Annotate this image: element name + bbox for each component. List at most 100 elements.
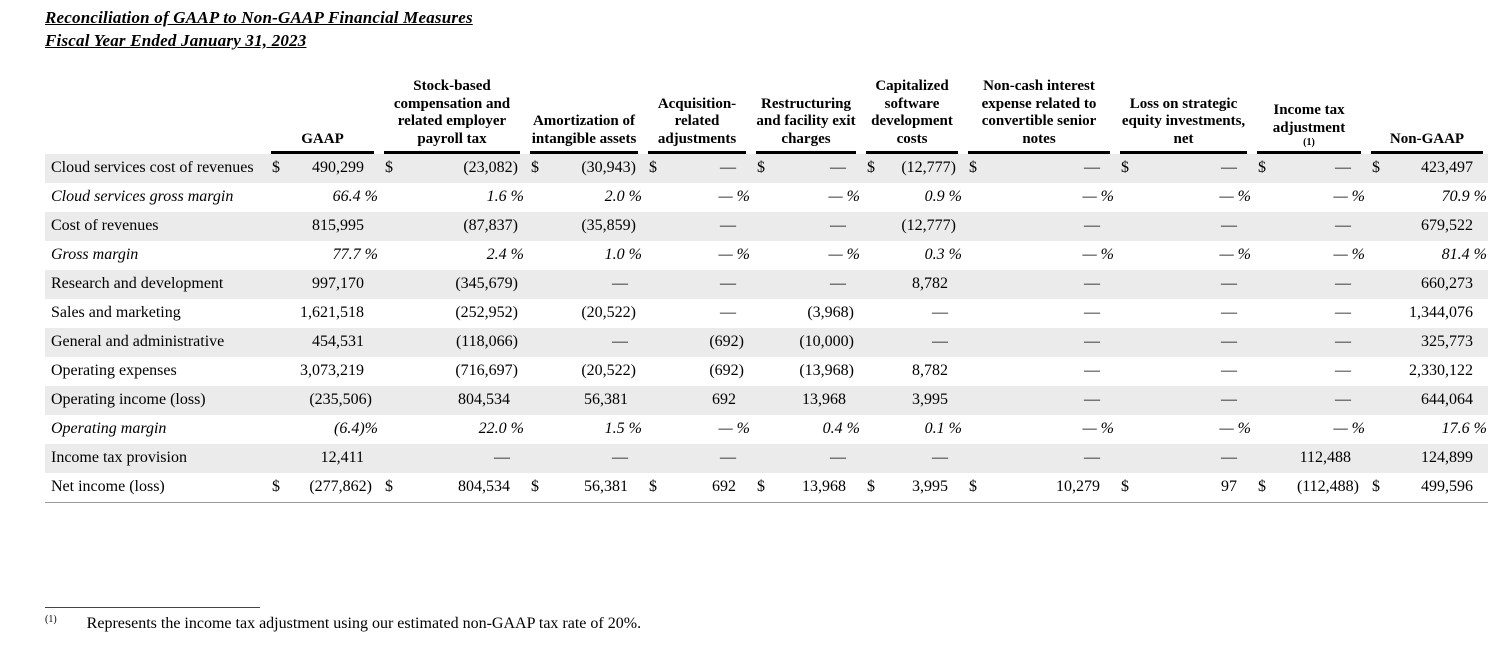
cell: — [963,357,1115,386]
cell-content: 644,064 [1366,390,1488,409]
cell-content: 1,621,518 [266,303,379,322]
cell-value: 1.0 % [604,246,642,263]
cell-content: — [1252,274,1366,293]
cell: (118,066) [379,328,525,357]
cell-value: 97 [1221,478,1237,495]
cell-value: — [1221,159,1237,176]
currency-symbol: $ [272,478,280,495]
table-header: GAAP Stock-based compensation and related… [45,56,1488,154]
row-label: Operating margin [51,420,167,437]
currency-spacer [643,292,649,293]
cell-content: (692) [643,332,751,351]
cell-value: 0.1 % [924,420,962,437]
cell-content: $ — [963,158,1115,177]
column-header-label: GAAP [271,56,374,154]
cell: 3,073,219 [266,357,379,386]
cell: — [1115,299,1252,328]
cell-content: $ — [1252,158,1366,177]
currency-spacer [266,263,272,264]
cell-content: — [963,332,1115,351]
cell: — % [963,183,1115,212]
cell-content: — [861,332,963,351]
cell-content: 1.5 % [525,419,643,438]
currency-spacer [643,408,649,409]
currency-spacer [1366,263,1372,264]
cell-content: 1.6 % [379,187,525,206]
cell: (6.4)% [266,415,379,444]
cell: 0.3 % [861,241,963,270]
column-header-label: Non-cash interest expense related to con… [968,56,1110,154]
currency-spacer [643,350,649,351]
cell: 0.9 % [861,183,963,212]
cell: 997,170 [266,270,379,299]
cell: (12,777) [861,212,963,241]
cell: — [751,270,861,299]
cell: — % [963,241,1115,270]
cell-value: — [1221,304,1237,321]
row-label: Research and development [51,275,224,292]
cell: $10,279 [963,473,1115,503]
cell-content: 454,531 [266,332,379,351]
cell-content: — [643,216,751,235]
cell: — [1252,386,1366,415]
cell-value: 13,968 [802,391,846,408]
currency-spacer [525,205,531,206]
currency-symbol: $ [649,159,657,176]
currency-symbol: $ [531,159,539,176]
cell-value: 692 [712,478,736,495]
currency-spacer [379,234,385,235]
currency-spacer [266,350,272,351]
cell: 1,344,076 [1366,299,1488,328]
currency-symbol: $ [272,159,280,176]
cell-value: 124,899 [1421,449,1473,466]
currency-spacer [525,379,531,380]
currency-spacer [751,379,757,380]
cell-value: — [830,275,846,292]
cell-value: — [830,217,846,234]
currency-spacer [861,408,867,409]
row-label-column-header [45,56,266,154]
currency-spacer [525,321,531,322]
currency-spacer [1252,437,1258,438]
currency-symbol: $ [867,478,875,495]
cell-content: — [861,448,963,467]
currency-spacer [1366,234,1372,235]
cell-value: (87,837) [463,217,518,234]
cell: (3,968) [751,299,861,328]
cell-value: — % [1219,420,1251,437]
cell-value: — [720,449,736,466]
cell-content: — [1252,303,1366,322]
cell-content: $13,968 [751,477,861,496]
cell-content: 2.4 % [379,245,525,264]
cell: $ (12,777) [861,154,963,183]
currency-spacer [861,350,867,351]
cell: — [643,270,751,299]
cell-value: 499,596 [1421,478,1473,495]
currency-spacer [1115,350,1121,351]
cell: 325,773 [1366,328,1488,357]
cell: 2.4 % [379,241,525,270]
row-label: Sales and marketing [51,304,181,321]
cell: — [525,270,643,299]
cell-content: — [1115,216,1252,235]
cell-content: $ — [751,158,861,177]
currency-spacer [266,321,272,322]
cell: 1,621,518 [266,299,379,328]
currency-spacer [963,408,969,409]
currency-spacer [266,205,272,206]
currency-spacer [379,321,385,322]
cell-content: (87,837) [379,216,525,235]
currency-spacer [1366,466,1372,467]
cell-content: 325,773 [1366,332,1488,351]
cell: — [1252,299,1366,328]
cell-content: — [379,448,525,467]
currency-spacer [266,234,272,235]
column-header-6: Non-cash interest expense related to con… [963,56,1115,154]
currency-spacer [1366,321,1372,322]
cell-content: $97 [1115,477,1252,496]
currency-spacer [1366,437,1372,438]
cell: 124,899 [1366,444,1488,473]
cell-value: 804,534 [458,391,510,408]
cell: — [525,444,643,473]
cell: 3,995 [861,386,963,415]
